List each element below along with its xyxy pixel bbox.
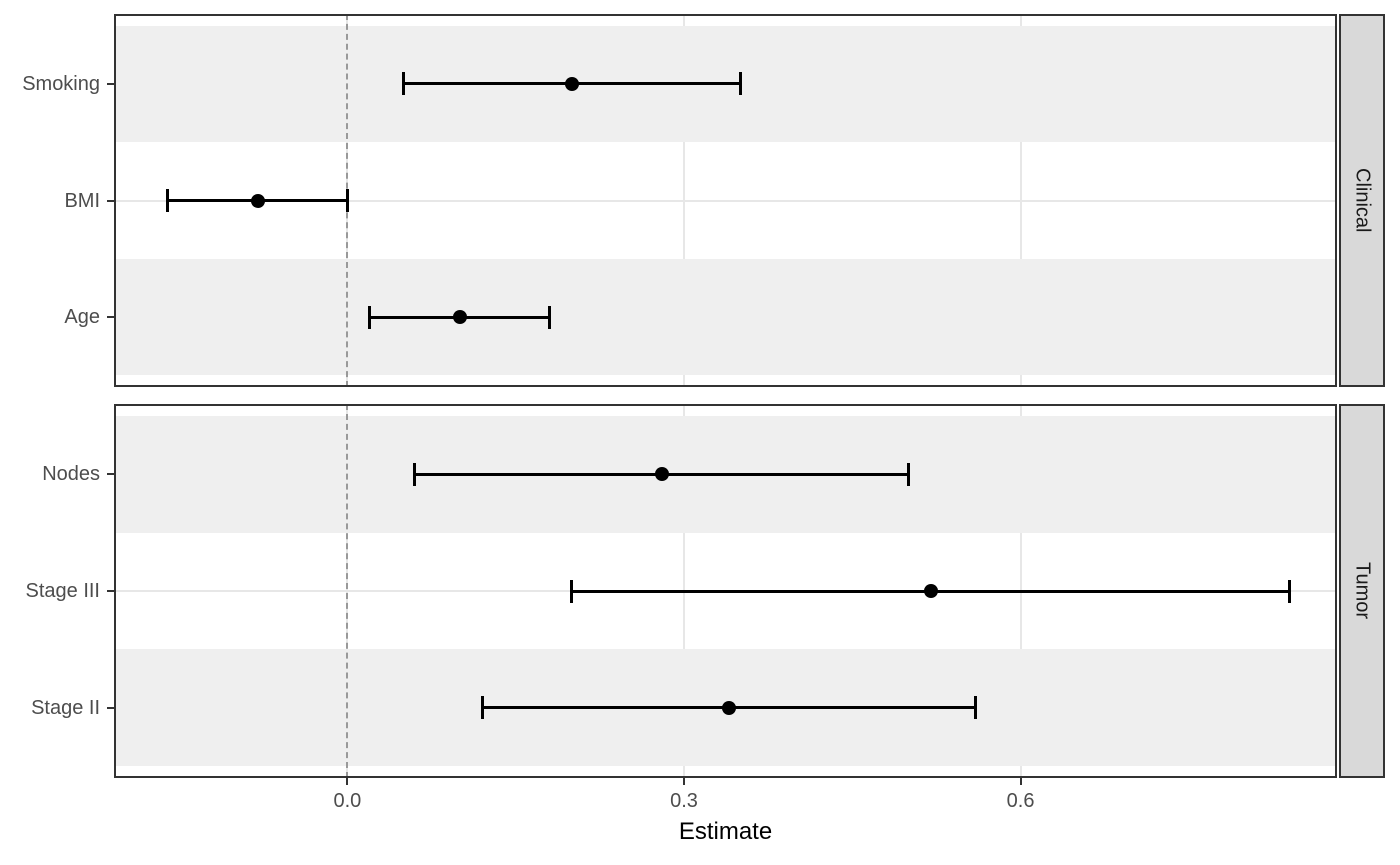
x-axis-tick — [1019, 778, 1022, 785]
y-axis-label: Age — [64, 306, 100, 329]
y-gridline — [114, 199, 1337, 202]
ci-cap-lower — [166, 189, 170, 212]
facet-strip-label-clinical: Clinical — [1351, 168, 1374, 233]
ci-cap-lower — [480, 696, 484, 720]
x-axis-tick-label: 0.6 — [1006, 790, 1035, 812]
ci-cap-upper — [547, 305, 551, 329]
y-axis-tick — [107, 473, 114, 476]
point-estimate — [564, 76, 579, 91]
y-axis-tick — [107, 590, 114, 592]
point-estimate — [923, 584, 938, 598]
point-estimate — [721, 700, 736, 715]
y-axis-tick — [107, 82, 114, 85]
y-axis-label: BMI — [64, 189, 100, 212]
ci-cap-upper — [345, 189, 349, 212]
point-estimate — [452, 310, 467, 325]
y-axis-label: Stage III — [25, 580, 101, 602]
point-estimate — [250, 193, 265, 208]
stripe-band — [114, 258, 1337, 376]
y-axis-tick — [107, 199, 114, 202]
zero-reference-line — [346, 404, 349, 778]
y-axis-label: Smoking — [22, 72, 100, 95]
facet-strip-label-tumor: Tumor — [1351, 562, 1374, 620]
ci-cap-upper — [1288, 579, 1292, 603]
ci-cap-lower — [368, 305, 372, 329]
ci-cap-lower — [570, 579, 574, 603]
ci-cap-upper — [738, 72, 742, 96]
point-estimate — [654, 467, 669, 482]
x-axis-tick — [346, 778, 349, 785]
facet-strip-clinical: Clinical — [1339, 14, 1385, 387]
facet-panel-clinical — [114, 14, 1337, 387]
x-axis-title: Estimate — [678, 818, 773, 845]
y-axis-tick — [107, 706, 114, 709]
x-axis-tick-label: 0.3 — [670, 790, 698, 812]
ci-cap-upper — [974, 696, 978, 720]
ci-cap-lower — [401, 72, 405, 96]
y-axis-label: Nodes — [42, 463, 100, 486]
x-axis-tick-label: 0.0 — [333, 790, 362, 812]
facet-strip-tumor: Tumor — [1339, 404, 1385, 778]
facet-panel-tumor — [114, 404, 1337, 778]
y-axis-tick — [107, 316, 114, 319]
ci-cap-lower — [413, 462, 417, 486]
ci-cap-upper — [906, 462, 910, 486]
y-axis-label: Stage II — [31, 696, 100, 719]
x-axis-tick — [682, 778, 685, 785]
